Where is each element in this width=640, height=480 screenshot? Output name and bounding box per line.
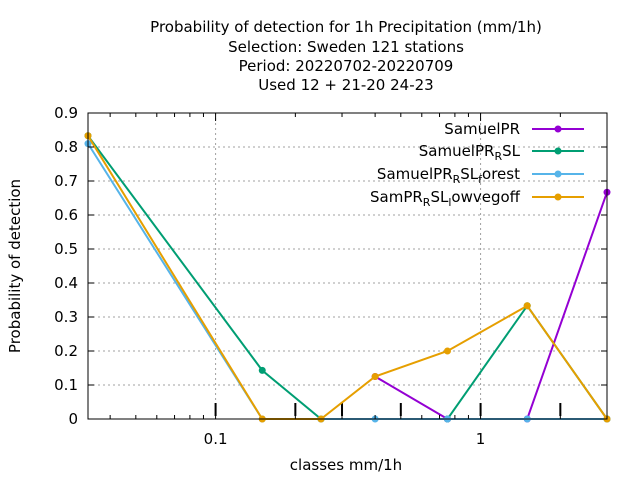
series <box>84 132 611 423</box>
y-tick-label: 0.1 <box>54 376 78 394</box>
y-tick-label: 0.6 <box>54 206 78 224</box>
y-tick-label: 0.9 <box>54 104 78 122</box>
legend-marker-samuelpr-rsl <box>554 147 562 155</box>
y-tick-label: 0.2 <box>54 342 78 360</box>
legend-label-samuelpr-rsl-forest: SamuelPRRSLforest <box>377 165 520 186</box>
x-axis-label: classes mm/1h <box>290 456 402 474</box>
class-marks <box>214 403 562 416</box>
y-tick-label: 0.8 <box>54 138 78 156</box>
y-tick-label: 0.7 <box>54 172 78 190</box>
title-line-2: Selection: Sweden 121 stations <box>228 38 464 56</box>
data-point-sampr-rsl-lowvegoff <box>371 373 379 380</box>
x-tick-label: 0.1 <box>204 430 228 448</box>
legend-marker-sampr-rsl-lowvegoff <box>554 193 562 201</box>
legend-label-sampr-rsl-lowvegoff: SamPRRSLlowvegoff <box>370 188 521 209</box>
title-line-1: Probability of detection for 1h Precipit… <box>150 18 542 36</box>
series-line-sampr-rsl-lowvegoff <box>87 135 608 420</box>
y-axis-label: Probability of detection <box>6 179 24 353</box>
legend-label-samuelpr: SamuelPR <box>444 120 520 138</box>
legend: SamuelPR SamuelPRRSLSamuelPRRSLforestSamP… <box>370 120 584 209</box>
plot-frame <box>87 112 608 420</box>
legend-label-samuelpr-rsl: SamuelPRRSL <box>419 142 521 163</box>
data-point-samuelpr-rsl <box>258 366 266 374</box>
y-tick-label: 0.5 <box>54 240 78 258</box>
y-tick-label: 0 <box>68 410 78 428</box>
legend-marker-samuelpr <box>554 125 562 133</box>
data-point-sampr-rsl-lowvegoff <box>523 302 531 310</box>
title-line-3: Period: 20220702-20220709 <box>239 57 454 75</box>
x-tick-label: 1 <box>476 430 486 448</box>
data-point-sampr-rsl-lowvegoff <box>443 347 451 355</box>
title-line-4: Used 12 + 21-20 24-23 <box>258 76 433 94</box>
y-tick-label: 0.4 <box>54 274 78 292</box>
grid <box>88 113 607 419</box>
y-tick-label: 0.3 <box>54 308 78 326</box>
series-line-samuelpr-rsl <box>87 135 608 420</box>
x-axis-ticks: 0.1 1 <box>109 113 561 448</box>
series-line-samuelpr-rsl-forest <box>87 143 607 420</box>
chart-title: Probability of detection for 1h Precipit… <box>150 18 542 94</box>
y-axis-ticks: 0 0.1 0.2 0.3 0.4 0.5 0.6 0.7 0.8 0.9 <box>54 104 607 428</box>
legend-marker-samuelpr-rsl-forest <box>554 170 562 178</box>
